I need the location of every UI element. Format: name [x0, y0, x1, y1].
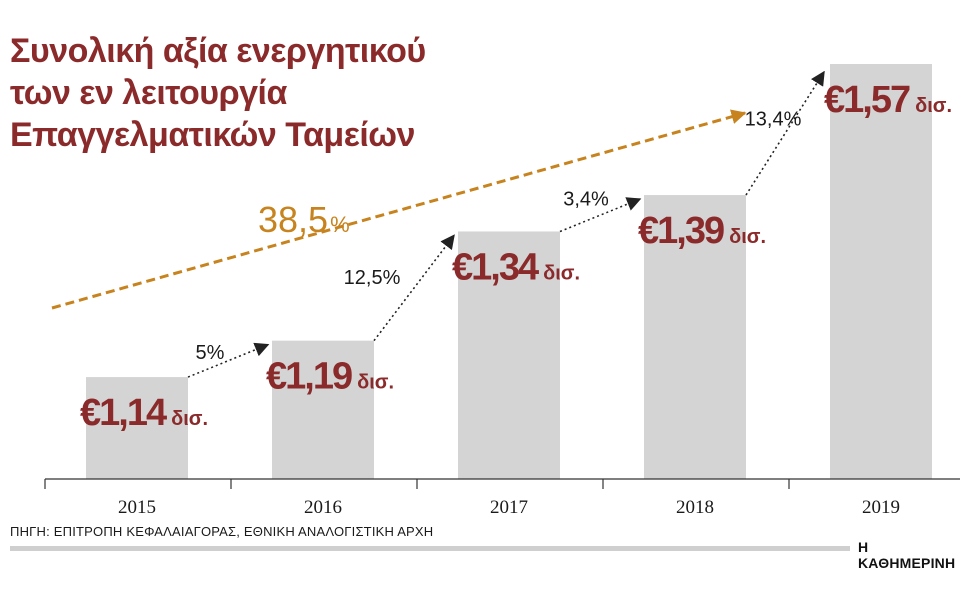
value-label-2018: €1,39 δισ. — [638, 210, 766, 252]
growth-arrow-1 — [187, 342, 270, 378]
bar-2017 — [458, 231, 560, 479]
growth-arrow-4 — [745, 70, 825, 196]
x-axis: 2015 2016 2017 2018 2019 — [44, 478, 960, 518]
x-tick-label-2016: 2016 — [304, 497, 342, 518]
growth-arrow-3 — [559, 197, 642, 233]
x-tick-label-2018: 2018 — [676, 497, 714, 518]
publisher-logo: Η ΚΑΘΗΜΕΡΙΝΗ — [858, 539, 956, 571]
trend-arrow — [51, 109, 747, 310]
value-label-2017: €1,34 δισ. — [452, 246, 580, 288]
growth-label-2: 12,5% — [344, 267, 401, 289]
footer-divider — [10, 546, 850, 551]
growth-label-1: 5% — [196, 342, 225, 364]
chart-title: Συνολική αξία ενεργητικού των εν λειτουρ… — [10, 32, 426, 154]
growth-arrow-2 — [373, 234, 455, 342]
bar-2019 — [830, 64, 932, 479]
value-label-2019: €1,57 δισ. — [824, 79, 952, 121]
bar-2016 — [272, 340, 374, 479]
bar-2015 — [86, 377, 188, 479]
x-tick-label-2015: 2015 — [118, 497, 156, 518]
value-label-2016: €1,19 δισ. — [266, 356, 394, 398]
growth-label-4: 13,4% — [745, 109, 802, 131]
x-tick-label-2017: 2017 — [490, 497, 528, 518]
overall-growth-label: 38,5% — [258, 199, 350, 240]
source-note: ΠΗΓΗ: ΕΠΙΤΡΟΠΗ ΚΕΦΑΛΑΙΑΓΟΡΑΣ, ΕΘΝΙΚΗ ΑΝΑ… — [10, 524, 434, 539]
bar-2018 — [644, 195, 746, 480]
value-labels-group: €1,14 δισ. €1,19 δισ. €1,34 δισ. €1,39 δισ. €1,5… — [80, 79, 952, 434]
value-label-2015: €1,14 δισ. — [80, 392, 208, 434]
x-tick-label-2019: 2019 — [862, 497, 900, 518]
growth-label-3: 3,4% — [563, 188, 609, 210]
bars-group — [86, 64, 932, 480]
trend-group: 38,5% — [51, 109, 747, 310]
growth-arrows-group: 5% 12,5% 3,4% 13,4% — [187, 70, 825, 378]
